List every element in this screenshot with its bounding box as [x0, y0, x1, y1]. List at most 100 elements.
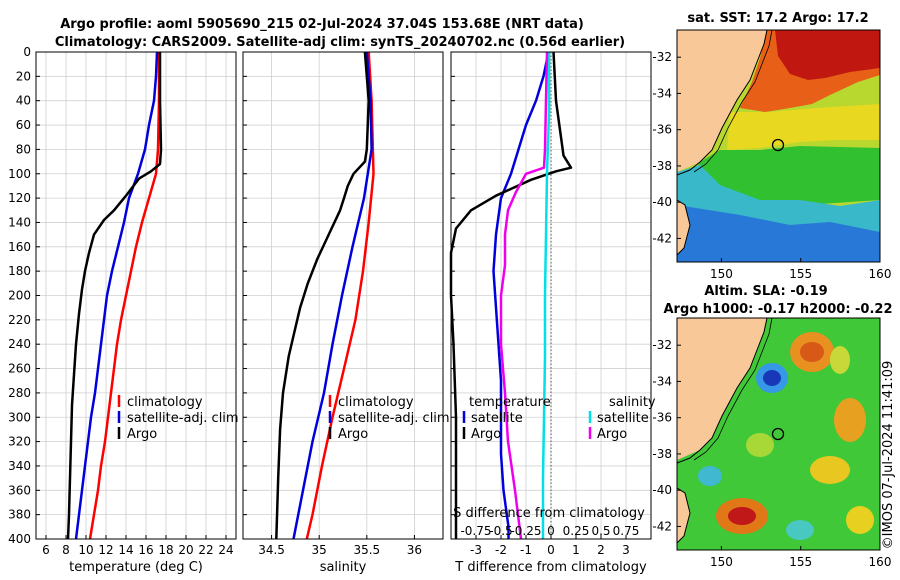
legend-title-salinity: salinity	[609, 395, 656, 410]
legend-label-argo: Argo	[338, 427, 368, 442]
y-tick-label: 100	[8, 167, 31, 181]
x-tick-label: 16	[138, 543, 153, 557]
legend-label-climatology: climatology	[127, 395, 203, 410]
sla-anomaly	[834, 398, 866, 442]
figure-title-line2: Climatology: CARS2009. Satellite-adj cli…	[55, 35, 625, 50]
x-tick-label: -3	[470, 543, 482, 557]
x-tick-label: 8	[62, 543, 70, 557]
y-tick-label: 380	[8, 508, 31, 522]
t-difference-xlabel: T difference from climatology	[454, 560, 647, 575]
x2-tick-label: 0.25	[563, 524, 590, 538]
sla-anomaly	[728, 507, 756, 525]
series-line-argo	[275, 51, 370, 540]
map-y-tick-label: -32	[652, 50, 672, 64]
ocean-sla-base	[677, 318, 880, 550]
y-tick-label: 320	[8, 435, 31, 449]
y-tick-label: 200	[8, 289, 31, 303]
y-tick-label: 20	[16, 69, 31, 83]
y-tick-label: 80	[16, 142, 31, 156]
temperature-series	[66, 51, 163, 540]
y-tick-label: 140	[8, 215, 31, 229]
x-tick-label: 36	[407, 543, 422, 557]
y-tick-label: 340	[8, 459, 31, 473]
map-y-tick-label: -38	[652, 159, 672, 173]
sla-map-title: Altim. SLA: -0.19	[704, 284, 827, 299]
map-x-tick-label: 155	[789, 267, 812, 281]
sla-float-marker	[771, 427, 785, 441]
series-line-satellite-adj-clim	[74, 51, 159, 540]
series-line-salinity-argo	[499, 51, 549, 540]
difference-legend: temperature salinity satellite Argo sate…	[462, 395, 656, 442]
x-tick-label: 35	[312, 543, 327, 557]
legend-label-satellite: satellite-adj. clim	[338, 411, 450, 426]
difference-grid	[451, 51, 651, 540]
x-tick-label: 6	[42, 543, 50, 557]
x-tick-label: -1	[520, 543, 532, 557]
y-tick-label: 240	[8, 337, 31, 351]
sla-isobath	[693, 318, 773, 461]
sst-map-title: sat. SST: 17.2 Argo: 17.2	[687, 11, 868, 26]
x-tick-label: 12	[98, 543, 113, 557]
difference-series	[449, 51, 573, 540]
legend-label-s-satellite: satellite	[597, 411, 649, 426]
y-tick-label: 60	[16, 118, 31, 132]
map-x-tick-label: 150	[710, 555, 733, 569]
salinity-legend: climatology satellite-adj. clim Argo	[328, 395, 450, 442]
x-tick-label: 35.5	[353, 543, 380, 557]
map-x-tick-label: 160	[869, 267, 892, 281]
sla-anomaly	[800, 342, 824, 362]
s-difference-xlabel: S difference from climatology	[453, 506, 645, 521]
series-line-climatology	[88, 52, 161, 540]
map-y-tick-label: -36	[652, 123, 672, 137]
y-tick-label: 120	[8, 191, 31, 205]
map-y-tick-label: -32	[652, 338, 672, 352]
legend-title-temperature: temperature	[469, 395, 551, 410]
salinity-xlabel: salinity	[320, 560, 367, 575]
map-y-tick-label: -40	[652, 483, 672, 497]
series-line-satellite-adj-clim	[292, 51, 373, 540]
sla-anomaly	[746, 433, 774, 457]
x-tick-label: 20	[178, 543, 193, 557]
sla-field	[677, 318, 880, 550]
series-line-temperature-argo	[449, 51, 573, 539]
x2-tick-label: 0.5	[591, 524, 610, 538]
x2-tick-label: -0.25	[510, 524, 541, 538]
y-tick-label: 220	[8, 313, 31, 327]
map-y-tick-label: -36	[652, 411, 672, 425]
sla-map-ticks: 150 155 160 -32 -34 -36 -38 -40 -42	[652, 338, 891, 569]
sst-float-marker	[771, 138, 785, 152]
salinity-series	[275, 51, 375, 540]
x-tick-label: -2	[495, 543, 507, 557]
sla-anomaly	[763, 370, 781, 386]
x-tick-label: 24	[218, 543, 233, 557]
legend-label-t-argo: Argo	[471, 427, 501, 442]
sst-map-ticks: 150 155 160 -32 -34 -36 -38 -40 -42	[652, 50, 891, 281]
series-line-salinity-satellite	[541, 52, 551, 539]
x-tick-label: 2	[597, 543, 605, 557]
sst-tasmania-coast	[677, 199, 691, 256]
y-tick-label: 280	[8, 386, 31, 400]
temperature-legend: climatology satellite-adj. clim Argo	[117, 395, 239, 442]
series-line-argo	[66, 52, 163, 540]
sla-map-subtitle: Argo h1000: -0.17 h2000: -0.22	[663, 302, 892, 317]
difference-profile-panel: -3 -2 -1 0 1 2 3 -0.75-0.5-0.25 0 0.25 0.5 0.75 T d…	[449, 51, 656, 575]
temperature-grid	[36, 51, 236, 540]
sst-coastline	[677, 30, 768, 176]
x-tick-label: 3	[622, 543, 630, 557]
sst-hot-core	[775, 30, 880, 80]
x-tick-label: 18	[158, 543, 173, 557]
sst-cold-south	[677, 205, 880, 262]
map-y-tick-label: -40	[652, 195, 672, 209]
figure-title-line1: Argo profile: aoml 5905690_215 02-Jul-20…	[60, 17, 584, 32]
x2-tick-label: 0	[547, 524, 555, 538]
map-x-tick-label: 150	[710, 267, 733, 281]
y-tick-label: 160	[8, 240, 31, 254]
legend-label-argo: Argo	[127, 427, 157, 442]
y-tick-label: 360	[8, 483, 31, 497]
y-tick-label: 400	[8, 532, 31, 546]
map-x-tick-label: 155	[789, 555, 812, 569]
y-tick-label: 180	[8, 264, 31, 278]
temperature-ticks: 0 20 40 60 80 100 120 140 160 180 200 220 240 260 280 3…	[8, 45, 234, 557]
map-x-tick-label: 160	[869, 555, 892, 569]
